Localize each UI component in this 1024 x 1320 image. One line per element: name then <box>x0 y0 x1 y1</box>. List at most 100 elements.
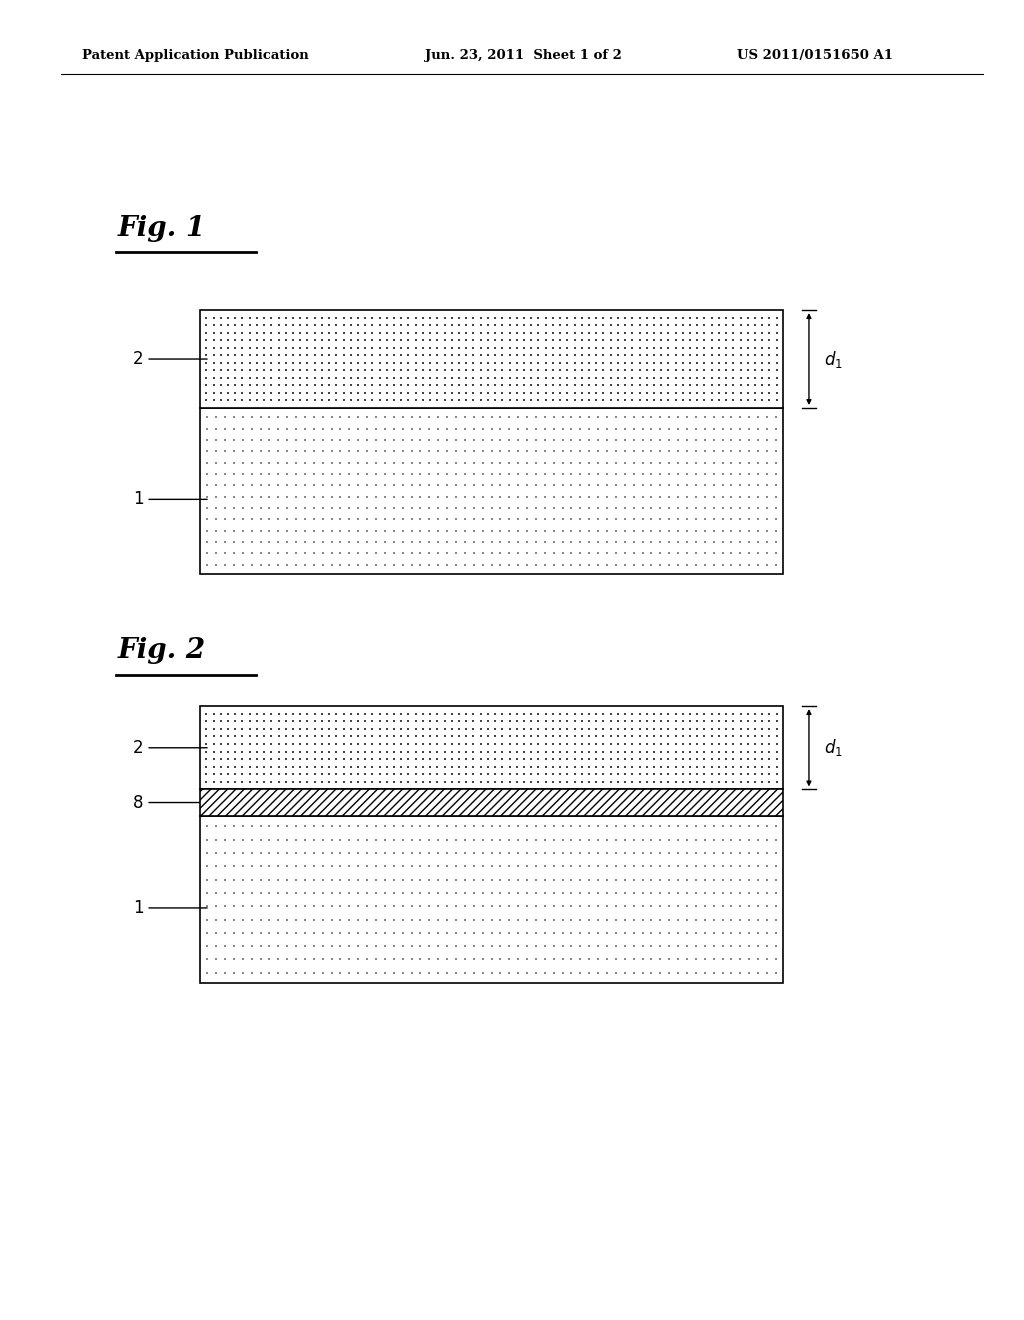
Point <box>252 429 268 450</box>
Point <box>263 756 280 777</box>
Point <box>509 704 525 725</box>
Point <box>519 936 536 957</box>
Point <box>554 909 570 931</box>
Point <box>662 829 678 850</box>
Point <box>493 909 509 931</box>
Point <box>546 498 562 519</box>
Point <box>474 486 490 507</box>
Point <box>466 554 482 576</box>
Point <box>359 543 376 564</box>
Point <box>458 383 474 404</box>
Point <box>483 407 500 428</box>
Point <box>430 532 446 553</box>
Point <box>306 360 323 381</box>
Point <box>632 741 648 762</box>
Point <box>227 338 244 359</box>
Point <box>350 936 367 957</box>
Point <box>314 909 331 931</box>
Point <box>590 882 606 903</box>
Point <box>244 923 260 944</box>
Point <box>552 315 568 337</box>
Point <box>263 322 280 343</box>
Point <box>365 704 381 725</box>
Point <box>768 842 784 863</box>
Point <box>483 543 500 564</box>
Point <box>768 389 784 411</box>
Point <box>509 756 525 777</box>
Point <box>741 554 758 576</box>
Point <box>554 407 570 428</box>
Point <box>572 520 589 541</box>
Point <box>270 962 287 983</box>
Point <box>324 962 340 983</box>
Point <box>493 498 509 519</box>
Point <box>313 338 330 359</box>
Point <box>643 441 659 462</box>
Point <box>413 855 429 876</box>
Point <box>447 962 464 983</box>
Point <box>660 763 677 784</box>
Point <box>646 734 663 755</box>
Point <box>590 962 606 983</box>
Point <box>750 475 766 496</box>
Point <box>750 949 766 970</box>
Point <box>365 718 381 739</box>
Point <box>483 508 500 529</box>
Point <box>430 475 446 496</box>
Point <box>270 407 287 428</box>
Point <box>573 308 590 329</box>
Point <box>324 855 340 876</box>
Point <box>554 441 570 462</box>
Point <box>643 554 659 576</box>
Point <box>566 360 583 381</box>
Point <box>234 816 251 837</box>
Point <box>746 315 763 337</box>
Point <box>263 308 280 329</box>
Point <box>377 554 393 576</box>
Point <box>324 936 340 957</box>
Point <box>595 375 611 396</box>
Point <box>732 842 749 863</box>
Point <box>350 962 367 983</box>
Point <box>408 338 424 359</box>
Point <box>696 308 713 329</box>
Point <box>559 718 575 739</box>
Point <box>493 842 509 863</box>
Point <box>466 407 482 428</box>
Point <box>566 389 583 411</box>
Point <box>572 554 589 576</box>
Point <box>279 486 295 507</box>
Point <box>715 543 731 564</box>
Point <box>292 375 308 396</box>
Point <box>249 726 265 747</box>
Point <box>572 829 589 850</box>
Point <box>242 322 258 343</box>
Point <box>234 711 251 733</box>
Point <box>530 711 547 733</box>
Point <box>527 962 544 983</box>
Point <box>768 741 784 762</box>
Point <box>324 486 340 507</box>
Point <box>457 829 473 850</box>
Point <box>588 352 604 374</box>
Point <box>626 869 642 890</box>
Point <box>660 352 677 374</box>
Point <box>306 330 323 351</box>
Point <box>616 498 633 519</box>
Point <box>217 463 233 484</box>
Point <box>703 711 720 733</box>
Point <box>305 949 322 970</box>
Point <box>217 486 233 507</box>
Point <box>516 763 532 784</box>
Point <box>670 936 686 957</box>
Point <box>761 748 777 770</box>
Point <box>537 923 553 944</box>
Point <box>208 532 224 553</box>
Point <box>723 429 739 450</box>
Point <box>616 763 633 784</box>
Point <box>581 756 597 777</box>
Point <box>602 704 618 725</box>
Point <box>588 338 604 359</box>
Point <box>546 896 562 917</box>
Point <box>328 718 344 739</box>
